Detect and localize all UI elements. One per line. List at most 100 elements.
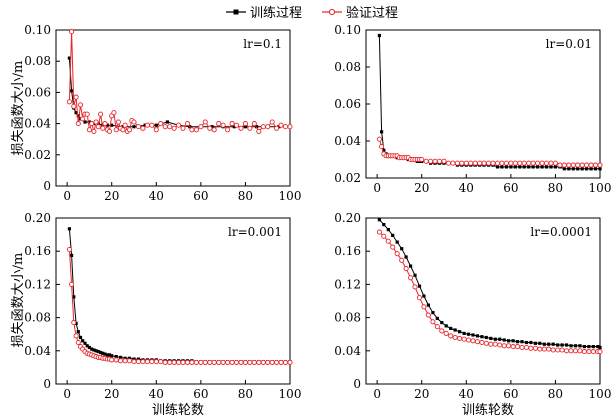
data-point-train <box>83 120 87 124</box>
data-point-val <box>225 127 231 133</box>
data-point-train <box>536 165 540 169</box>
data-point-train <box>444 324 448 328</box>
data-point-val <box>73 333 79 339</box>
data-point-val <box>548 160 554 166</box>
x-tick-label: 40 <box>459 387 474 401</box>
data-point-val <box>557 162 563 168</box>
data-point-val <box>211 359 217 365</box>
data-point-train <box>500 165 504 169</box>
y-tick-label: 0.04 <box>24 344 51 358</box>
data-point-val <box>517 160 523 166</box>
data-point-val <box>242 359 248 365</box>
data-point-val <box>470 338 476 344</box>
data-point-val <box>265 359 271 365</box>
y-tick-label: 0.10 <box>24 23 51 37</box>
x-tick-label: 60 <box>503 181 518 195</box>
data-point-val <box>521 160 527 166</box>
data-point-train <box>498 337 502 341</box>
data-point-val <box>118 358 124 364</box>
series-line-val <box>379 231 600 353</box>
lr-annotation: lr=0.01 <box>546 37 592 51</box>
data-point-val <box>149 122 155 128</box>
data-point-train <box>520 340 524 344</box>
data-point-train <box>70 89 74 93</box>
lr-annotation: lr=0.0001 <box>530 225 592 239</box>
legend-train-label: 训练过程 <box>250 6 302 21</box>
data-point-train <box>83 341 87 345</box>
y-tick-label: 0.08 <box>24 54 51 68</box>
data-point-train <box>538 341 542 345</box>
data-point-val <box>216 359 222 365</box>
data-point-val <box>385 238 391 244</box>
data-point-train <box>458 330 462 334</box>
data-point-val <box>523 344 530 351</box>
data-point-val <box>140 125 146 131</box>
data-point-train <box>589 167 593 171</box>
data-point-train <box>544 165 549 169</box>
data-point-val <box>550 347 556 353</box>
data-point-val <box>233 359 240 365</box>
data-point-train <box>578 344 582 348</box>
data-point-val <box>488 341 494 347</box>
data-point-val <box>423 158 429 164</box>
data-point-train <box>400 247 404 251</box>
data-point-val <box>247 125 253 131</box>
data-point-val <box>390 244 396 250</box>
data-point-val <box>93 119 99 125</box>
data-point-train <box>489 336 493 340</box>
data-point-train <box>431 311 435 315</box>
data-point-val <box>490 160 496 166</box>
x-tick-label: 100 <box>279 189 302 203</box>
x-tick-label: 40 <box>149 189 164 203</box>
data-point-val <box>66 246 72 253</box>
data-point-train <box>565 343 569 347</box>
y-tick-label: 0.20 <box>24 211 51 225</box>
series-line-val <box>68 249 290 363</box>
data-point-train <box>471 333 475 337</box>
legend-train-marker <box>233 9 239 15</box>
data-point-val <box>590 349 596 355</box>
x-tick-label: 100 <box>589 181 612 195</box>
data-point-val <box>579 162 585 168</box>
data-point-val <box>102 121 108 127</box>
data-point-val <box>100 125 106 131</box>
data-point-val <box>69 29 75 35</box>
data-point-val <box>512 160 518 166</box>
data-point-val <box>198 124 204 130</box>
x-tick-label: 0 <box>63 387 71 401</box>
data-point-train <box>509 165 513 169</box>
data-point-train <box>540 165 544 169</box>
data-point-val <box>75 339 81 346</box>
data-point-val <box>158 121 164 127</box>
legend-val-marker <box>328 8 336 16</box>
data-point-val <box>131 359 137 365</box>
data-point-train <box>542 342 546 346</box>
data-point-val <box>126 358 133 364</box>
data-point-train <box>92 348 96 352</box>
data-point-train <box>449 326 453 330</box>
data-point-train <box>404 255 408 259</box>
x-tick-label: 60 <box>193 387 208 401</box>
data-point-val <box>519 344 525 351</box>
data-point-val <box>153 127 159 133</box>
data-point-train <box>551 342 555 346</box>
data-point-train <box>90 347 94 351</box>
data-point-val <box>140 359 146 365</box>
data-point-val <box>238 359 244 365</box>
data-point-train <box>76 330 80 334</box>
data-point-val <box>592 162 599 168</box>
data-point-val <box>189 127 195 133</box>
data-point-val <box>95 124 101 130</box>
data-point-train <box>110 354 114 358</box>
y-tick-label: 0 <box>43 377 51 391</box>
data-point-train <box>76 114 80 118</box>
data-point-train <box>87 120 91 124</box>
data-point-train <box>571 167 575 171</box>
data-point-train <box>413 273 417 277</box>
data-point-val <box>570 162 576 168</box>
data-point-val <box>202 359 208 365</box>
data-point-val <box>144 122 150 128</box>
data-point-val <box>202 119 208 125</box>
data-point-train <box>132 125 136 129</box>
